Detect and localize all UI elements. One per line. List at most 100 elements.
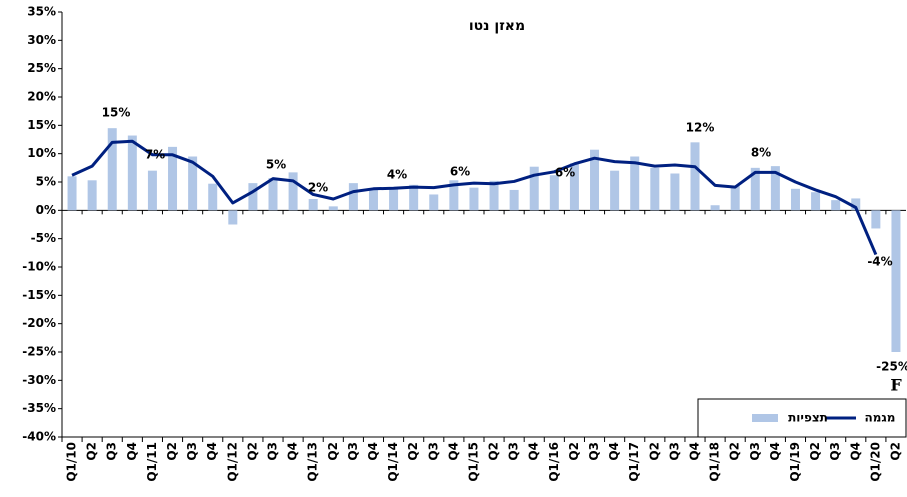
- annotation: 4%: [387, 168, 407, 182]
- x-tick-label: Q1/10: [65, 442, 79, 482]
- x-tick-label: Q3: [667, 442, 681, 461]
- x-tick-label: Q1/14: [386, 442, 400, 482]
- y-tick-label: -5%: [31, 231, 56, 245]
- x-tick-label: Q1/18: [708, 442, 722, 482]
- annotation: 8%: [751, 146, 771, 160]
- bar: [549, 175, 559, 211]
- x-tick-label: Q1/12: [225, 442, 239, 482]
- x-tick-label: Q4: [366, 442, 380, 461]
- x-tick-label: Q4: [205, 442, 219, 461]
- y-tick-label: -25%: [22, 345, 56, 359]
- y-tick-label: -20%: [22, 316, 56, 330]
- x-tick-label: Q1/16: [547, 442, 561, 482]
- bar: [429, 194, 439, 211]
- bar: [288, 172, 298, 211]
- bar: [831, 200, 841, 211]
- bar: [469, 187, 479, 211]
- y-tick-label: -10%: [22, 260, 56, 274]
- y-tick-label: 15%: [27, 118, 56, 132]
- y-tick-label: -40%: [22, 430, 56, 444]
- y-tick-label: 5%: [36, 175, 56, 189]
- bar: [107, 128, 117, 211]
- x-tick-label: Q3: [507, 442, 521, 461]
- annotation: 12%: [686, 121, 715, 135]
- bar: [147, 170, 157, 211]
- y-tick-label: -15%: [22, 288, 56, 302]
- x-tick-label: Q2: [165, 442, 179, 461]
- y-tick-label: 0%: [36, 203, 56, 217]
- trend-line: [71, 139, 878, 256]
- x-tick-label: Q4: [768, 442, 782, 461]
- bar: [811, 192, 821, 211]
- x-tick-label: Q1/13: [306, 442, 320, 482]
- x-tick-label: Q1/15: [466, 442, 480, 482]
- annotation: -4%: [867, 255, 892, 269]
- annotation: 15%: [102, 106, 131, 120]
- bar: [228, 210, 238, 225]
- x-tick-label: Q1/17: [627, 442, 641, 482]
- annotation: -25%: [876, 360, 907, 374]
- x-tick-label: Q2: [567, 442, 581, 461]
- bar: [750, 167, 760, 211]
- bar: [790, 188, 800, 211]
- bar: [449, 180, 459, 211]
- bar: [509, 189, 519, 211]
- annotation: 5%: [266, 158, 286, 172]
- bar: [670, 173, 680, 211]
- bar: [650, 167, 660, 211]
- legend-swatch: [752, 414, 778, 422]
- x-tick-label: Q4: [848, 442, 862, 461]
- x-tick-label: Q3: [587, 442, 601, 461]
- x-tick-label: Q4: [125, 442, 139, 461]
- y-tick-label: 25%: [27, 61, 56, 75]
- bar: [208, 183, 218, 211]
- bar: [610, 170, 620, 211]
- bar: [851, 198, 861, 211]
- annotation: 7%: [145, 148, 165, 162]
- x-tick-label: Q4: [527, 442, 541, 461]
- bar: [590, 149, 600, 211]
- annotation: 6%: [555, 166, 575, 180]
- annotation: 6%: [450, 165, 470, 179]
- x-tick-label: Q2: [647, 442, 661, 461]
- x-tick-label: Q3: [105, 442, 119, 461]
- x-tick-label: Q2: [487, 442, 501, 461]
- chart-title: מאזן נטו: [469, 18, 525, 34]
- y-tick-label: 30%: [27, 33, 56, 47]
- x-tick-label: Q2: [888, 442, 902, 461]
- bar: [87, 180, 97, 211]
- bar: [730, 185, 740, 211]
- bar: [268, 178, 278, 211]
- x-tick-label: Q2: [406, 442, 420, 461]
- bar: [891, 210, 901, 352]
- x-tick-label: Q3: [426, 442, 440, 461]
- bar: [127, 135, 137, 211]
- y-tick-label: -35%: [22, 401, 56, 415]
- bar: [328, 206, 338, 211]
- x-tick-label: Q3: [346, 442, 360, 461]
- x-tick-label: Q2: [85, 442, 99, 461]
- x-tick-label: Q2: [728, 442, 742, 461]
- x-tick-label: Q4: [607, 442, 621, 461]
- bar: [67, 176, 77, 211]
- x-tick-label: Q3: [266, 442, 280, 461]
- y-tick-label: 35%: [27, 5, 56, 19]
- y-tick-label: 10%: [27, 146, 56, 160]
- bar: [409, 184, 419, 211]
- x-tick-label: Q4: [688, 442, 702, 461]
- bar: [630, 156, 640, 211]
- bar: [529, 166, 539, 211]
- bar: [690, 142, 700, 211]
- bar: [569, 163, 579, 211]
- bar: [348, 183, 358, 211]
- bar: [188, 156, 198, 211]
- legend-box: [697, 398, 907, 438]
- bar: [368, 188, 378, 211]
- bar: [308, 199, 318, 211]
- legend-label: תצפיות: [788, 411, 828, 425]
- x-tick-label: Q4: [286, 442, 300, 461]
- y-tick-label: 20%: [27, 90, 56, 104]
- bar: [770, 166, 780, 211]
- bar: [389, 187, 399, 211]
